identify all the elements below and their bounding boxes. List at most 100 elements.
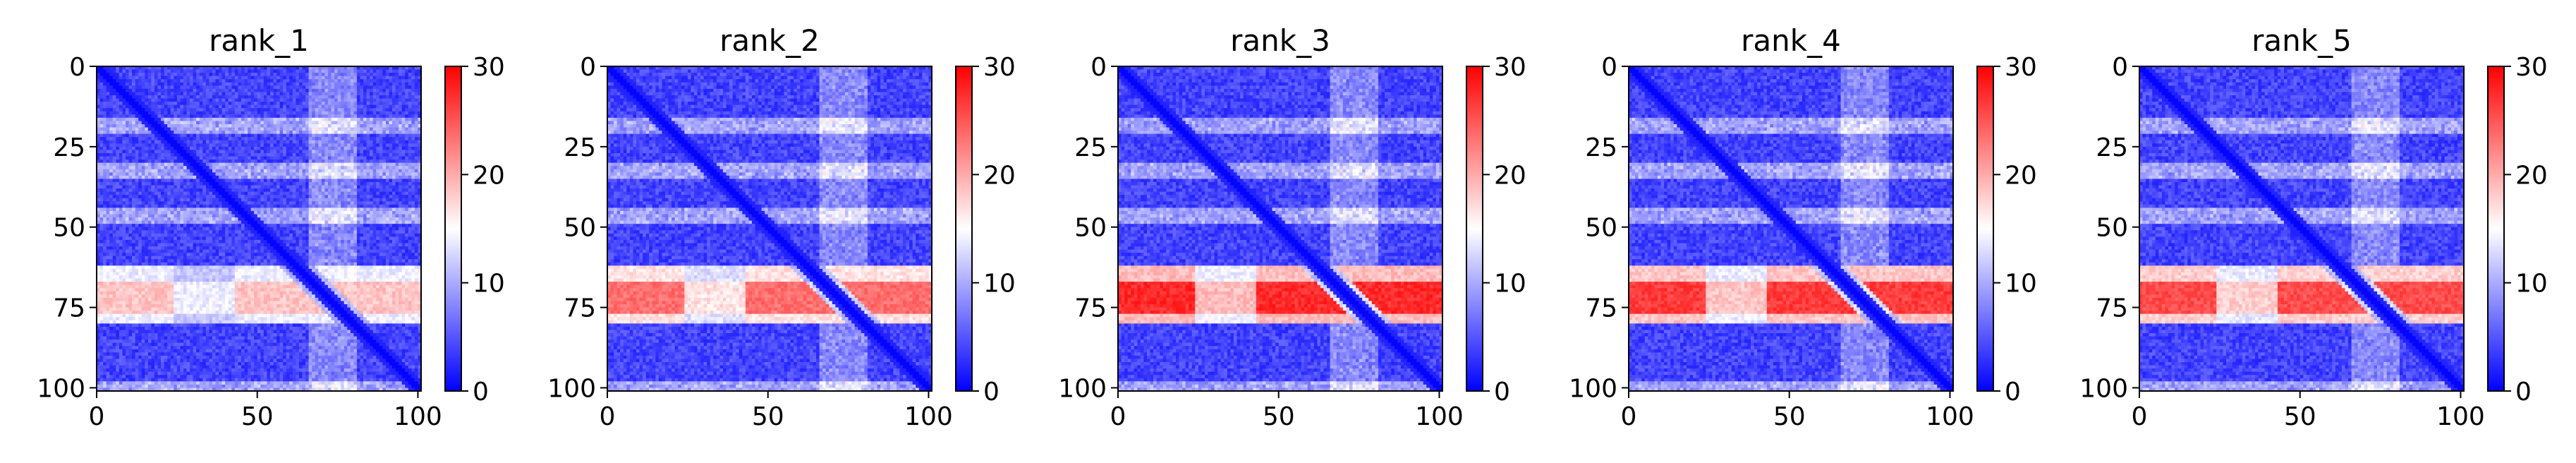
heatmap-cell <box>235 79 238 83</box>
heatmap-cell <box>109 114 113 118</box>
heatmap-cell <box>171 118 174 121</box>
heatmap-cell <box>119 114 123 118</box>
heatmap-cell <box>103 108 107 112</box>
heatmap-cell <box>245 95 248 99</box>
heatmap-cell <box>238 89 241 92</box>
heatmap-cell <box>109 95 113 99</box>
heatmap-cell <box>235 112 238 115</box>
heatmap-cell <box>376 124 379 128</box>
heatmap-cell <box>193 114 197 118</box>
heatmap-cell <box>296 131 299 134</box>
heatmap-cell <box>225 118 229 121</box>
heatmap-cell <box>126 108 129 112</box>
heatmap-cell <box>193 102 197 105</box>
heatmap-cell <box>277 73 280 76</box>
heatmap-cell <box>334 70 338 73</box>
heatmap-cell <box>264 83 267 86</box>
heatmap-cell <box>302 114 305 118</box>
heatmap-cell <box>174 121 177 124</box>
heatmap-cell <box>386 121 389 124</box>
heatmap-cell <box>129 70 133 73</box>
heatmap-cell <box>187 99 190 102</box>
heatmap-cell <box>309 108 312 112</box>
heatmap-cell <box>270 108 274 112</box>
heatmap-cell <box>293 105 296 109</box>
heatmap-cell <box>360 118 363 121</box>
heatmap-cell <box>392 114 396 118</box>
heatmap-cell <box>164 89 168 92</box>
heatmap-cell <box>119 76 123 80</box>
heatmap-cell <box>396 79 399 83</box>
heatmap-cell <box>209 95 212 99</box>
heatmap-cell <box>219 70 222 73</box>
heatmap-cell <box>138 112 142 115</box>
heatmap-cell <box>109 89 113 92</box>
heatmap-cell <box>274 89 277 92</box>
heatmap-cell <box>376 85 379 89</box>
heatmap-cell <box>107 118 110 121</box>
heatmap-cell <box>370 79 373 83</box>
heatmap-cell <box>357 114 360 118</box>
heatmap-cell <box>315 99 319 102</box>
heatmap-cell <box>328 118 332 121</box>
heatmap-cell <box>289 102 293 105</box>
heatmap-cell <box>338 76 341 80</box>
heatmap-cell <box>209 70 212 73</box>
heatmap-cell <box>331 124 334 128</box>
heatmap-cell <box>122 112 126 115</box>
heatmap-cell <box>171 70 174 73</box>
heatmap-cell <box>293 114 296 118</box>
heatmap-cell <box>328 114 332 118</box>
heatmap-cell <box>107 92 110 95</box>
heatmap-cell <box>174 85 177 89</box>
heatmap-cell <box>392 102 396 105</box>
heatmap-cell <box>318 85 322 89</box>
heatmap-cell <box>267 92 270 95</box>
heatmap-cell <box>283 83 286 86</box>
heatmap-cell <box>341 70 344 73</box>
heatmap-cell <box>328 70 332 73</box>
heatmap-cell <box>174 128 177 131</box>
heatmap-cell <box>286 124 290 128</box>
heatmap-cell <box>148 105 152 109</box>
heatmap-cell <box>392 105 396 109</box>
heatmap-cell <box>341 131 344 134</box>
heatmap-cell <box>408 108 412 112</box>
heatmap-cell <box>202 108 206 112</box>
heatmap-cell <box>277 114 280 118</box>
heatmap-cell <box>231 70 235 73</box>
heatmap-cell <box>379 70 383 73</box>
heatmap-cell <box>209 108 212 112</box>
heatmap-cell <box>280 83 284 86</box>
heatmap-cell <box>341 83 344 86</box>
heatmap-cell <box>389 102 392 105</box>
heatmap-cell <box>363 124 367 128</box>
heatmap-cell <box>190 124 193 128</box>
heatmap-cell <box>379 73 383 76</box>
heatmap-cell <box>225 131 229 134</box>
heatmap-cell <box>231 99 235 102</box>
heatmap-cell <box>119 95 123 99</box>
heatmap-cell <box>353 121 357 124</box>
heatmap-cell <box>392 112 396 115</box>
heatmap-cell <box>241 85 245 89</box>
heatmap-cell <box>347 131 351 134</box>
heatmap-cell <box>122 85 126 89</box>
heatmap-cell <box>113 124 116 128</box>
heatmap-cell <box>392 70 396 73</box>
heatmap-cell <box>305 76 309 80</box>
heatmap-cell <box>331 89 334 92</box>
heatmap-cell <box>305 105 309 109</box>
heatmap-cell <box>177 83 181 86</box>
heatmap-cell <box>408 76 412 80</box>
heatmap-cell <box>138 73 142 76</box>
heatmap-cell <box>126 114 129 118</box>
heatmap-cell <box>167 92 171 95</box>
heatmap-cell <box>367 79 370 83</box>
heatmap-cell <box>328 99 332 102</box>
heatmap-cell <box>164 118 168 121</box>
heatmap-cell <box>183 128 187 131</box>
heatmap-cell <box>344 118 348 121</box>
heatmap-cell <box>338 70 341 73</box>
heatmap-cell <box>360 112 363 115</box>
